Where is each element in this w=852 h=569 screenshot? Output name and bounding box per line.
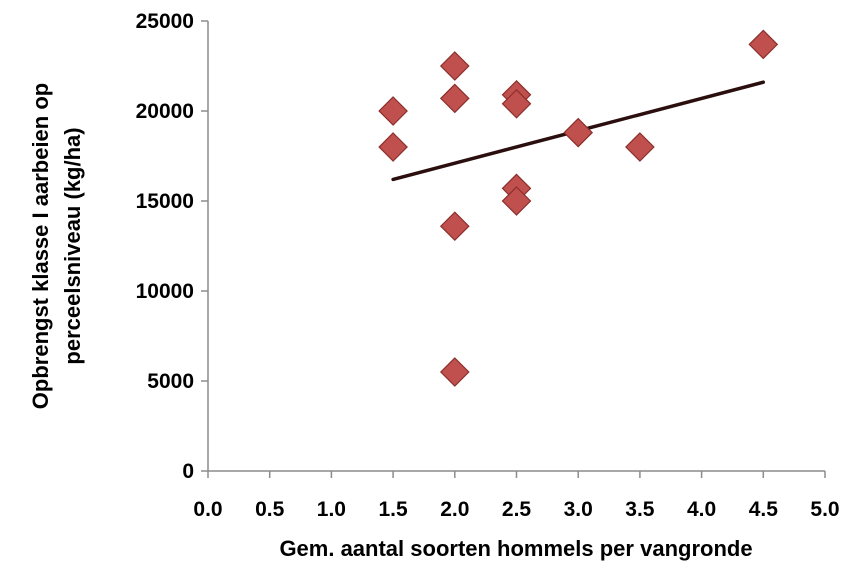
data-point-diamond bbox=[441, 212, 469, 240]
y-tick-label: 15000 bbox=[136, 190, 194, 213]
x-tick-label: 1.0 bbox=[317, 498, 346, 521]
x-axis-title: Gem. aantal soorten hommels per vangrond… bbox=[279, 536, 752, 561]
data-point-diamond bbox=[564, 119, 592, 147]
y-tick-label: 0 bbox=[182, 460, 194, 483]
x-tick-label: 1.5 bbox=[378, 498, 408, 521]
x-tick-label: 5.0 bbox=[810, 498, 839, 521]
data-point-diamond bbox=[749, 30, 777, 58]
x-ticks: 0.0 0.5 1.0 1.5 2.0 2.5 3.0 3.5 4.0 4.5 5.0 bbox=[193, 471, 839, 521]
y-tick-label: 25000 bbox=[136, 10, 194, 33]
x-tick-label: 4.5 bbox=[749, 498, 779, 521]
x-tick-label: 2.5 bbox=[502, 498, 532, 521]
y-tick-label: 5000 bbox=[147, 370, 194, 393]
y-axis-title-line-1: Opbrengst klasse I aarbeien op bbox=[28, 83, 53, 409]
data-point-diamond bbox=[441, 52, 469, 80]
y-tick-label: 10000 bbox=[136, 280, 194, 303]
y-axis-title: Opbrengst klasse I aarbeien op perceelsn… bbox=[28, 83, 85, 409]
x-tick-label: 4.0 bbox=[687, 498, 716, 521]
data-point-diamond bbox=[441, 358, 469, 386]
y-axis-title-line-2: perceelsniveau (kg/ha) bbox=[60, 127, 85, 364]
x-tick-label: 0.0 bbox=[193, 498, 222, 521]
y-ticks: 0 5000 10000 15000 20000 25000 bbox=[136, 10, 208, 483]
data-point-diamond bbox=[441, 84, 469, 112]
x-tick-label: 2.0 bbox=[440, 498, 469, 521]
data-point-diamond bbox=[379, 97, 407, 125]
data-point-diamond bbox=[379, 133, 407, 161]
x-tick-label: 0.5 bbox=[255, 498, 285, 521]
x-tick-label: 3.5 bbox=[625, 498, 655, 521]
y-tick-label: 20000 bbox=[136, 100, 194, 123]
x-tick-label: 3.0 bbox=[564, 498, 593, 521]
data-points bbox=[379, 30, 777, 386]
data-point-diamond bbox=[626, 133, 654, 161]
